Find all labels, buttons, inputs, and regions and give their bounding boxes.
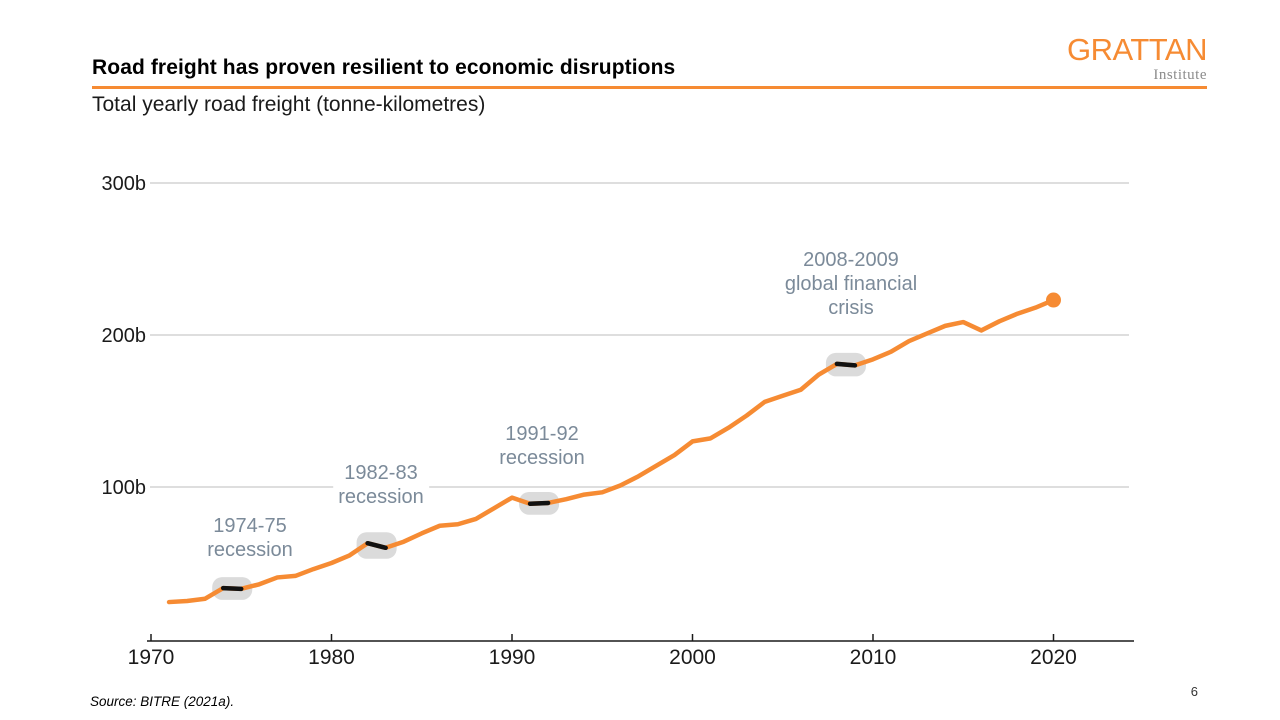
y-axis-tick-label: 200b — [102, 325, 147, 347]
slide-title: Road freight has proven resilient to eco… — [92, 56, 676, 79]
recession-period-segment — [834, 361, 858, 368]
annotation-line: 1982-83 — [344, 462, 418, 484]
recession-annotation: 1974-75 recession — [202, 514, 298, 562]
recession-annotation: 1982-83 recession — [333, 461, 429, 509]
x-axis-tick-label: 2020 — [1030, 646, 1077, 669]
recession-annotation: 2008-2009 global financial crisis — [779, 248, 923, 320]
grattan-wordmark: GRATTAN — [1066, 32, 1208, 67]
x-axis-tick-label: 1980 — [308, 646, 355, 669]
annotation-line: 1991-92 — [505, 423, 579, 445]
annotation-line: crisis — [828, 297, 874, 319]
recession-period-segment — [220, 585, 244, 592]
series-end-marker — [1046, 292, 1061, 308]
annotation-line: recession — [207, 539, 293, 561]
annotation-line: recession — [338, 486, 424, 508]
annotation-line: 1974-75 — [213, 515, 287, 537]
y-axis-tick-label: 100b — [102, 477, 147, 499]
grattan-institute-label: Institute — [1153, 67, 1207, 83]
freight-trend-line — [166, 297, 1056, 605]
x-axis-tick-label: 1970 — [128, 646, 175, 669]
annotation-line: global financial — [784, 273, 918, 295]
source-note: Source: BITRE (2021a). — [90, 694, 235, 709]
y-axis-tick-label: 300b — [102, 173, 147, 195]
annotation-line: 2008-2009 — [803, 249, 899, 271]
x-axis-tick-label: 2010 — [850, 646, 897, 669]
page-number: 6 — [1190, 684, 1198, 699]
x-axis-tick-label: 1990 — [489, 646, 536, 669]
grattan-logo: GRATTAN Institute — [1066, 32, 1208, 83]
recession-period-segment — [365, 540, 388, 551]
recession-period-segment — [527, 500, 551, 506]
recession-annotation: 1991-92 recession — [494, 422, 590, 470]
title-divider-rule — [92, 86, 1207, 89]
annotation-line: recession — [499, 447, 585, 469]
x-axis-tick-label: 2000 — [669, 646, 716, 669]
chart-subtitle: Total yearly road freight (tonne-kilomet… — [92, 93, 486, 116]
